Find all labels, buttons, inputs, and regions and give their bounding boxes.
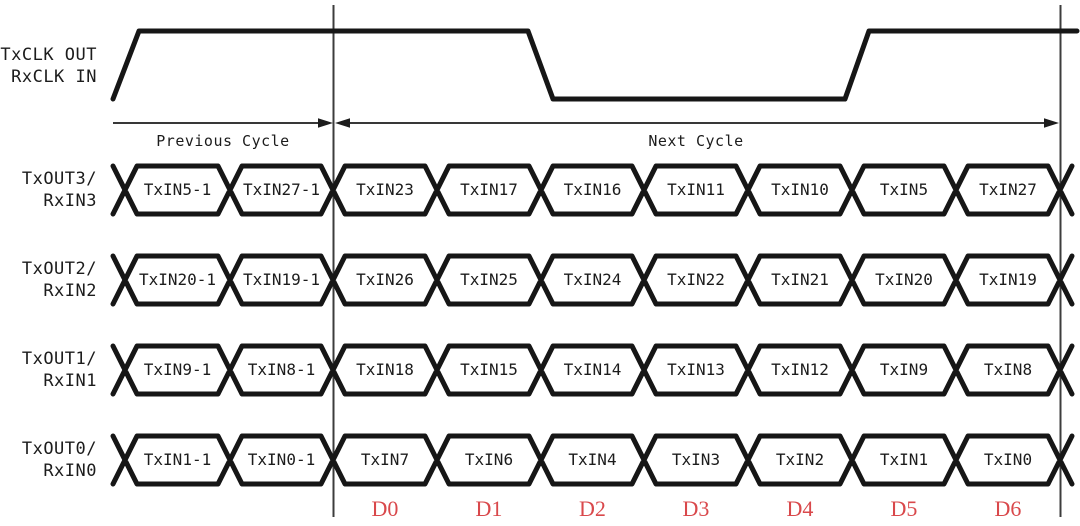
bus-cell: TxIN2: [775, 450, 825, 469]
bus-cell: TxIN4: [568, 450, 617, 469]
clock-signal-label: TxCLK OUT RxCLK IN: [0, 44, 97, 88]
previous-cycle-label: Previous Cycle: [156, 132, 290, 150]
bus-cell: TxIN5: [879, 180, 929, 199]
data-slot-label: D5: [890, 496, 918, 521]
bus-cell: TxIN21: [771, 270, 829, 289]
bus-cell: TxIN0: [983, 450, 1033, 469]
bus-cell: TxIN1: [879, 450, 929, 469]
data-slot-label: D0: [371, 496, 399, 521]
bus-cell: TxIN14: [563, 360, 622, 379]
next-cycle-arrow: [335, 118, 1059, 128]
bus-cell: TxIN26: [356, 270, 414, 289]
lane-label-txout1: TxOUT1/ RxIN1: [0, 348, 97, 392]
lane-label-line: TxOUT1/: [21, 349, 97, 369]
bus-cell: TxIN25: [460, 270, 518, 289]
bus-cell: TxIN24: [563, 270, 622, 289]
previous-cycle-arrow: [113, 118, 333, 128]
bus-cell: TxIN8: [983, 360, 1033, 379]
bus-cell: TxIN9-1: [143, 360, 212, 379]
bus-cell: TxIN19: [979, 270, 1037, 289]
clock-waveform: [110, 28, 1080, 102]
data-slot-label: D6: [994, 496, 1022, 521]
lane-label-line: TxOUT2/: [21, 259, 97, 279]
bus-cell: TxIN22: [667, 270, 725, 289]
next-cycle-label: Next Cycle: [648, 132, 744, 150]
lane-label-txout3: TxOUT3/ RxIN3: [0, 168, 97, 212]
lane-label-line: RxIN0: [43, 461, 97, 481]
arrowhead-left-icon: [335, 118, 350, 128]
lane-label-line: TxOUT3/: [21, 169, 97, 189]
clock-signal-label-line1: TxCLK OUT: [0, 45, 97, 65]
clock-signal-label-line2: RxCLK IN: [11, 67, 97, 87]
bus-cell: TxIN18: [356, 360, 414, 379]
bus-cell: TxIN3: [671, 450, 721, 469]
bus-cell: TxIN27-1: [242, 180, 321, 199]
bus-cell: TxIN20: [875, 270, 933, 289]
lane-label-line: TxOUT0/: [21, 439, 97, 459]
bus-cell: TxIN1-1: [143, 450, 212, 469]
lane-label-txout2: TxOUT2/ RxIN2: [0, 258, 97, 302]
bus-cell: TxIN0-1: [247, 450, 316, 469]
bus-cell: TxIN8-1: [247, 360, 316, 379]
bus-cell: TxIN7: [360, 450, 410, 469]
lane-label-txout0: TxOUT0/ RxIN0: [0, 438, 97, 482]
bus-cell: TxIN9: [879, 360, 929, 379]
bus-cell: TxIN23: [356, 180, 414, 199]
lane-label-line: RxIN3: [43, 191, 97, 211]
bus-cell: TxIN15: [460, 360, 518, 379]
bus-cell: TxIN17: [460, 180, 518, 199]
lane-label-line: RxIN1: [43, 371, 97, 391]
data-slot-label: D1: [475, 496, 503, 521]
arrowhead-right-icon: [318, 118, 333, 128]
bus-cell: TxIN10: [771, 180, 829, 199]
bus-cell: TxIN20-1: [138, 270, 217, 289]
data-slot-label: D3: [682, 496, 710, 521]
bus-cell: TxIN16: [563, 180, 622, 199]
data-slot-label: D2: [579, 496, 606, 521]
bus-cell: TxIN11: [667, 180, 725, 199]
bus-cell: TxIN13: [667, 360, 725, 379]
data-slot-label: D4: [786, 496, 814, 521]
bus-cell: TxIN27: [979, 180, 1037, 199]
arrowhead-right-icon: [1044, 118, 1059, 128]
bus-cell: TxIN5-1: [143, 180, 212, 199]
bus-cell: TxIN19-1: [242, 270, 321, 289]
bus-cell: TxIN6: [464, 450, 514, 469]
bus-cell: TxIN12: [771, 360, 829, 379]
lane-label-line: RxIN2: [43, 281, 97, 301]
